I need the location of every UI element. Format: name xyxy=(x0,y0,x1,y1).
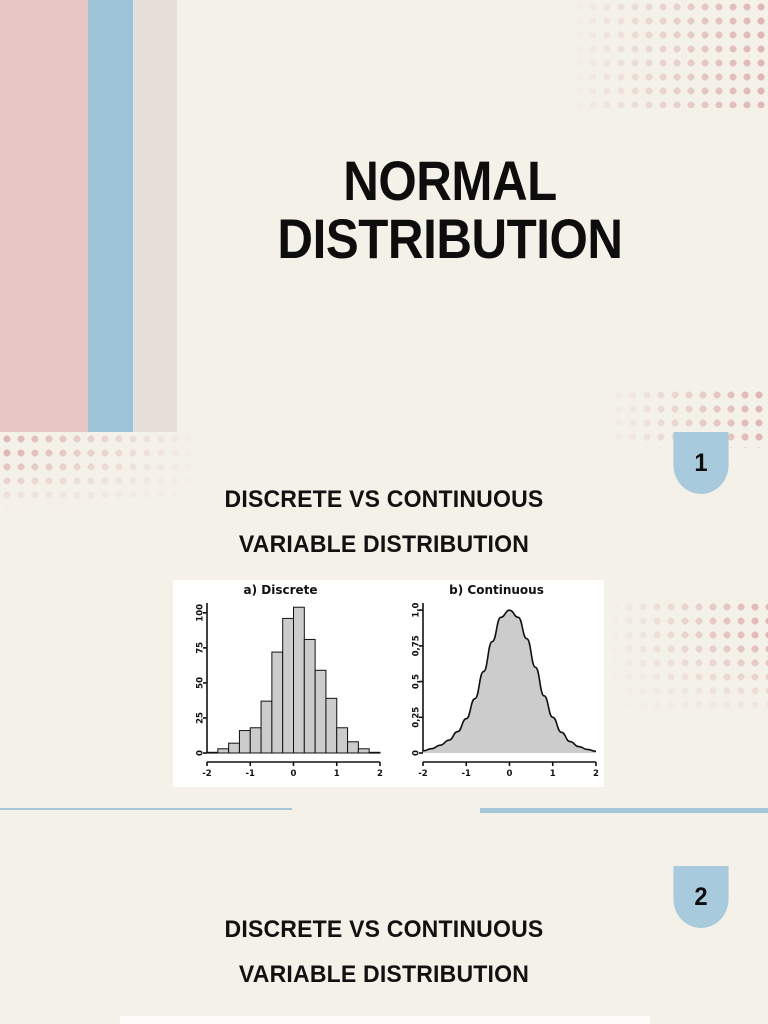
chart-figure-slide2-partial xyxy=(120,1016,650,1024)
section-heading-2: DISCRETE VS CONTINUOUS VARIABLE DISTRIBUT… xyxy=(23,908,745,997)
svg-text:0: 0 xyxy=(196,750,206,756)
svg-text:2: 2 xyxy=(377,769,383,779)
page-title-line-1: NORMAL xyxy=(343,149,557,212)
chart-continuous: b) Continuous 0 0,25 0,5 0,75 1,0 -2 -1 0 1 2 xyxy=(389,580,604,787)
svg-text:-1: -1 xyxy=(462,769,472,779)
svg-text:1: 1 xyxy=(334,769,340,779)
svg-text:0: 0 xyxy=(291,769,297,779)
section-heading-1-line-2: VARIABLE DISTRIBUTION xyxy=(238,530,530,558)
decor-bar-pink xyxy=(0,0,88,432)
divider-rule-left xyxy=(0,808,292,810)
svg-text:0,75: 0,75 xyxy=(412,635,422,656)
svg-text:0: 0 xyxy=(507,769,513,779)
section-heading-1: DISCRETE VS CONTINUOUS VARIABLE DISTRIBUT… xyxy=(23,478,745,567)
svg-text:25: 25 xyxy=(196,712,206,724)
page-number-badge-1: 1 xyxy=(673,432,729,494)
page-title-line-2: DISTRIBUTION xyxy=(277,206,623,270)
chart-discrete: a) Discrete 0 25 50 75 100 -2 -1 0 1 2 xyxy=(173,580,388,787)
chart-continuous-plot: 0 0,25 0,5 0,75 1,0 -2 -1 0 1 2 xyxy=(412,603,600,779)
svg-text:-1: -1 xyxy=(246,769,256,779)
divider-rule-right xyxy=(480,808,768,813)
svg-text:100: 100 xyxy=(196,604,206,622)
svg-text:1: 1 xyxy=(550,769,556,779)
svg-text:0: 0 xyxy=(412,750,422,756)
svg-text:1,0: 1,0 xyxy=(412,603,422,618)
svg-text:0,25: 0,25 xyxy=(412,707,422,728)
decor-dot-pattern-bottom-right xyxy=(608,600,768,720)
section-heading-1-line-1: DISCRETE VS CONTINUOUS xyxy=(224,486,544,513)
decor-dot-pattern-top-right xyxy=(558,0,768,108)
chart-discrete-plot: 0 25 50 75 100 -2 -1 0 1 2 xyxy=(196,603,383,779)
slide-2 xyxy=(0,814,768,1024)
svg-text:-2: -2 xyxy=(418,769,428,779)
svg-text:50: 50 xyxy=(196,677,206,689)
svg-text:2: 2 xyxy=(593,769,599,779)
decor-bar-beige xyxy=(133,0,177,432)
decor-bar-blue xyxy=(88,0,133,432)
svg-text:0,5: 0,5 xyxy=(412,674,422,689)
svg-text:-2: -2 xyxy=(202,769,212,779)
chart-discrete-title: a) Discrete xyxy=(243,583,318,597)
page-number-badge-2-label: 2 xyxy=(694,882,708,911)
section-heading-2-line-2: VARIABLE DISTRIBUTION xyxy=(238,960,530,988)
page-title: NORMAL DISTRIBUTION xyxy=(221,152,679,267)
section-heading-2-line-1: DISCRETE VS CONTINUOUS xyxy=(224,916,544,943)
svg-text:75: 75 xyxy=(196,642,206,654)
chart-figure-discrete-vs-continuous: a) Discrete 0 25 50 75 100 -2 -1 0 1 2 b) Continu… xyxy=(173,580,604,787)
slide-1: NORMAL DISTRIBUTION 1 DISCRETE VS CONTINU… xyxy=(0,0,768,810)
page-number-badge-2: 2 xyxy=(673,866,729,928)
chart-continuous-title: b) Continuous xyxy=(449,583,544,597)
page-number-badge-1-label: 1 xyxy=(694,448,708,477)
